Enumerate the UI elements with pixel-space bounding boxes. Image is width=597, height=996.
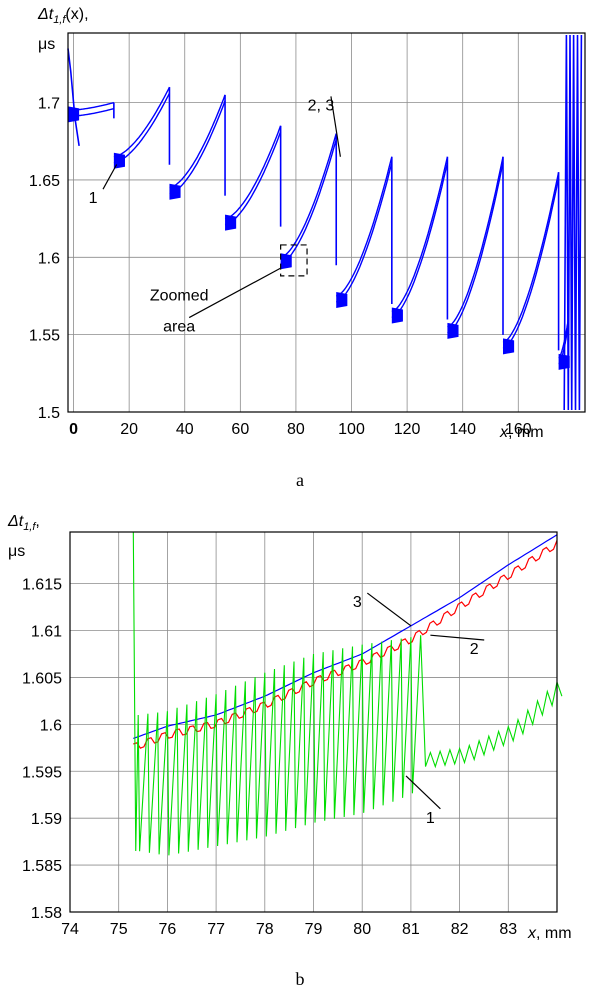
annotation-leader bbox=[430, 634, 485, 641]
annotation-label: 1 bbox=[426, 810, 435, 827]
oscillation-band bbox=[169, 183, 181, 200]
series-line-3 bbox=[133, 534, 558, 739]
panel-b-grid bbox=[69, 532, 557, 913]
y-tick-label: 1.5 bbox=[38, 405, 60, 422]
curve-lower bbox=[502, 178, 560, 350]
panel-b-ylabel: Δt1,f, bbox=[7, 513, 40, 533]
x-tick-label: 0 bbox=[69, 421, 78, 438]
x-tick-label: 77 bbox=[207, 921, 225, 938]
panel-b-ticks: 74 75 76 77 78 79 80 81 82 83 1.58 1.585 1.59 1.595 1.… bbox=[22, 577, 517, 938]
panel-a-ylabel: Δt1,f(x), bbox=[37, 6, 89, 26]
y-tick-label: 1.6 bbox=[38, 250, 60, 267]
oscillation-band bbox=[280, 253, 292, 270]
x-tick-label: 81 bbox=[402, 921, 420, 938]
curve-lower bbox=[280, 139, 337, 264]
annotation-label: Zoomed bbox=[150, 288, 209, 305]
curve-lower bbox=[336, 162, 393, 303]
panel-a-annotations: 2, 3 1 Zoomed area bbox=[89, 96, 341, 336]
x-tick-label: 100 bbox=[338, 421, 365, 438]
x-tick-label: 75 bbox=[110, 921, 128, 938]
y-tick-label: 1.58 bbox=[31, 905, 62, 922]
curve-upper bbox=[391, 156, 449, 313]
zoom-box bbox=[280, 244, 308, 277]
panel-b-ylabel-unit: μs bbox=[8, 543, 25, 560]
curve-upper bbox=[502, 172, 560, 344]
curve-upper bbox=[447, 156, 504, 328]
panel-a-caption: a bbox=[296, 470, 304, 490]
y-tick-label: 1.65 bbox=[29, 173, 60, 190]
y-tick-label: 1.585 bbox=[22, 858, 62, 875]
y-tick-label: 1.615 bbox=[22, 577, 62, 594]
curve-upper bbox=[280, 133, 337, 258]
panel-a-grid bbox=[68, 33, 585, 413]
panel-b-xlabel: x, mm bbox=[527, 925, 572, 942]
curve-lower bbox=[447, 162, 504, 334]
x-tick-label: 83 bbox=[499, 921, 517, 938]
x-tick-label: 60 bbox=[231, 421, 249, 438]
oscillation-band bbox=[225, 214, 237, 231]
curve-upper bbox=[336, 156, 393, 297]
panel-a-ylabel-unit: μs bbox=[38, 36, 55, 53]
x-tick-label: 160 bbox=[505, 421, 532, 438]
curve-upper bbox=[169, 94, 226, 189]
panel-b-series bbox=[132, 531, 563, 856]
y-tick-label: 1.595 bbox=[22, 764, 62, 781]
oscillation-band bbox=[503, 338, 515, 355]
panel-b-chart: 3 2 1 74 75 76 77 78 79 80 81 82 83 1.58 1.585 1.59 1.5… bbox=[7, 513, 572, 989]
panel-b-frame bbox=[69, 531, 558, 913]
curve-upper bbox=[113, 86, 171, 158]
panel-a-chart: 2, 3 1 Zoomed area 0 20 40 60 80 100 120 140 160 1.5… bbox=[29, 6, 586, 490]
annotation-leader bbox=[102, 164, 118, 190]
x-tick-label: 74 bbox=[61, 921, 79, 938]
y-tick-label: 1.59 bbox=[31, 811, 62, 828]
y-tick-label: 1.61 bbox=[31, 624, 62, 641]
oscillation-band bbox=[68, 106, 80, 123]
y-tick-label: 1.55 bbox=[29, 328, 60, 345]
annotation-label: area bbox=[163, 319, 195, 336]
annotation-label: 2 bbox=[470, 641, 479, 658]
x-tick-label: 76 bbox=[159, 921, 177, 938]
y-tick-label: 1.6 bbox=[40, 717, 62, 734]
x-tick-label: 120 bbox=[394, 421, 421, 438]
annotation-leader bbox=[188, 267, 281, 319]
curve-lower bbox=[391, 162, 449, 319]
panel-a-xlabel: x, mm bbox=[499, 424, 544, 441]
curve-upper bbox=[224, 125, 282, 220]
oscillation-band bbox=[447, 322, 459, 339]
x-tick-label: 40 bbox=[176, 421, 194, 438]
y-tick-label: 1.7 bbox=[38, 96, 60, 113]
panel-a-series bbox=[67, 34, 583, 411]
series-line-2 bbox=[133, 540, 558, 749]
y-tick-label: 1.605 bbox=[22, 670, 62, 687]
x-tick-label: 80 bbox=[353, 921, 371, 938]
annotation-label: 1 bbox=[89, 190, 98, 207]
x-tick-label: 79 bbox=[305, 921, 323, 938]
annotation-label: 3 bbox=[353, 594, 362, 611]
series-line-1 bbox=[132, 531, 563, 856]
panel-a-ticks: 0 20 40 60 80 100 120 140 160 1.5 1.55 1.6 1.65 1.7 bbox=[29, 96, 532, 438]
x-tick-label: 82 bbox=[451, 921, 469, 938]
annotation-leader bbox=[405, 775, 441, 810]
annotation-label: 2, 3 bbox=[308, 97, 335, 114]
panel-b-annotations: 3 2 1 bbox=[353, 592, 485, 827]
panel-a-frame bbox=[67, 32, 586, 413]
oscillation-band bbox=[391, 307, 403, 324]
annotation-leader bbox=[366, 592, 412, 627]
annotation-leader bbox=[330, 96, 341, 157]
x-tick-label: 78 bbox=[256, 921, 274, 938]
x-tick-label: 140 bbox=[449, 421, 476, 438]
oscillation-band bbox=[336, 291, 348, 308]
start-transient bbox=[67, 48, 80, 147]
panel-b-caption: b bbox=[296, 969, 305, 989]
x-tick-label: 20 bbox=[120, 421, 138, 438]
x-tick-label: 80 bbox=[287, 421, 305, 438]
end-oscillation bbox=[563, 34, 583, 411]
